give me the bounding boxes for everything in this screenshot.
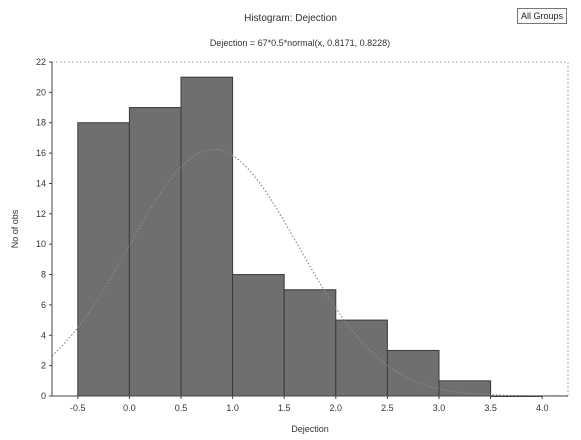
histogram-bar [336,320,388,396]
y-tick-label: 2 [41,361,46,371]
histogram-bar [181,77,233,396]
x-tick-label: 4.0 [536,403,549,413]
x-tick-label: 2.0 [330,403,343,413]
y-axis-label: No of obs [10,209,20,248]
histogram-bar [387,350,439,396]
y-tick-label: 6 [41,300,46,310]
y-tick-label: 14 [36,178,46,188]
x-tick-label: 0.5 [175,403,188,413]
histogram-bar [284,290,336,396]
bars-group [78,77,542,396]
x-tick-label: 3.5 [484,403,497,413]
y-tick-label: 0 [41,391,46,401]
y-tick-label: 20 [36,87,46,97]
y-tick-label: 8 [41,270,46,280]
x-tick-label: 0.0 [123,403,136,413]
x-tick-label: 1.0 [226,403,239,413]
histogram-bar [233,275,285,396]
y-tick-label: 18 [36,118,46,128]
x-tick-label: 1.5 [278,403,291,413]
y-tick-label: 22 [36,57,46,67]
y-tick-label: 16 [36,148,46,158]
y-tick-label: 12 [36,209,46,219]
histogram-bar [129,108,181,396]
histogram-bar [439,381,491,396]
y-tick-label: 4 [41,330,46,340]
x-tick-label: -0.5 [70,403,86,413]
x-axis-label: Dejection [291,424,329,434]
y-tick-label: 10 [36,239,46,249]
x-tick-label: 2.5 [381,403,394,413]
x-tick-label: 3.0 [433,403,446,413]
